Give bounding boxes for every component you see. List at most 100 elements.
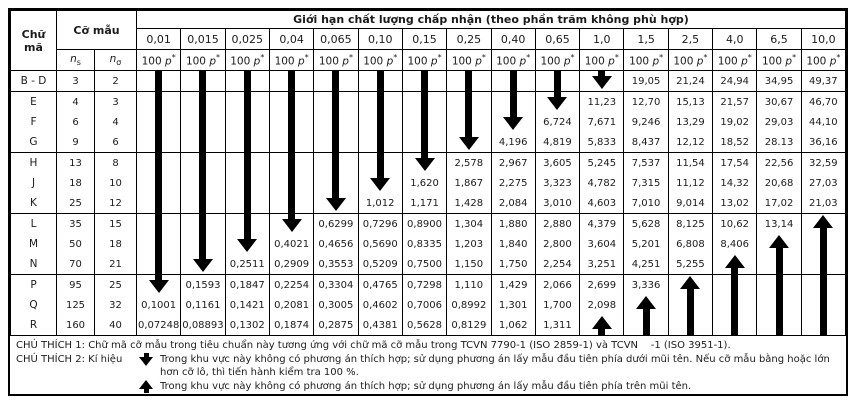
value-cell: [180, 173, 226, 193]
value-cell: 4,782: [579, 173, 625, 193]
down-arrow-shaft: [421, 70, 429, 92]
value-cell: 2,275: [490, 173, 536, 193]
hundred-p-label: 100 p*: [579, 49, 625, 71]
down-arrow-shaft: [465, 92, 473, 112]
value-cell: [623, 315, 669, 336]
value-cell: 0,1302: [224, 315, 270, 336]
ns-cell: 50: [56, 234, 95, 254]
down-arrow-shaft: [509, 92, 517, 112]
value-cell: 0,2081: [268, 295, 315, 315]
table-row: L 35 15 0,6299 0,7296 0,8900 1,304 1,880 2,880 4,…: [10, 213, 846, 234]
hundred-p-label: 100 p*: [313, 49, 359, 71]
value-cell: 0,7296: [357, 213, 403, 234]
value-cell: 1,428: [446, 193, 492, 214]
down-arrow-shaft: [332, 173, 340, 193]
value-cell: 7,010: [623, 193, 669, 214]
down-arrow-shaft: [199, 132, 207, 153]
value-cell: 6,808: [667, 234, 714, 254]
down-arrow-shaft: [155, 70, 163, 92]
up-arrow: [819, 224, 827, 234]
value-cell: [401, 152, 448, 173]
value-cell: 1,150: [446, 254, 492, 275]
value-cell: 9,014: [667, 193, 714, 214]
down-arrow: [553, 92, 561, 100]
value-cell: [313, 91, 359, 112]
up-arrow-shaft: [819, 254, 827, 275]
aql-column-header: 0,025: [224, 28, 270, 50]
value-cell: 30,67: [756, 91, 802, 112]
up-arrow: [686, 285, 694, 295]
value-cell: 44,10: [800, 112, 846, 132]
value-cell: [224, 152, 270, 173]
value-cell: 3,251: [579, 254, 625, 275]
value-cell: 1,110: [446, 274, 492, 295]
value-cell: [401, 70, 448, 92]
aql-column-header: 6,5: [756, 28, 802, 50]
ns-cell: 160: [56, 315, 95, 336]
value-cell: [756, 295, 802, 315]
down-arrow: [376, 173, 384, 181]
value-cell: 29,03: [756, 112, 802, 132]
value-cell: 0,4021: [268, 234, 315, 254]
value-cell: 5,245: [579, 152, 625, 173]
value-cell: [800, 254, 846, 275]
value-cell: 2,098: [579, 295, 625, 315]
value-cell: [135, 173, 182, 193]
value-cell: 36,16: [800, 132, 846, 153]
value-cell: [446, 91, 492, 112]
value-cell: [268, 112, 315, 132]
down-arrow-shaft: [421, 132, 429, 153]
down-arrow-shaft: [155, 254, 163, 275]
code-letter-cell: F: [10, 112, 57, 132]
value-cell: [224, 132, 270, 153]
up-arrow-shaft: [775, 315, 783, 335]
value-cell: 0,5209: [357, 254, 403, 275]
value-cell: 2,578: [446, 152, 492, 173]
value-cell: 0,2875: [313, 315, 359, 336]
down-arrow-shaft: [332, 112, 340, 132]
value-cell: 5,628: [623, 213, 669, 234]
value-cell: 2,066: [534, 274, 581, 295]
hundred-p-row: ns nσ 100 p* 100 p* 100 p* 100 p* 100 p* 100 …: [11, 49, 846, 71]
value-cell: [224, 234, 270, 254]
value-cell: [401, 112, 448, 132]
down-arrow-shaft: [199, 234, 207, 254]
down-arrow-shaft: [332, 132, 340, 153]
value-cell: [180, 132, 226, 153]
nsigma-cell: 40: [94, 315, 137, 336]
code-letter-cell: J: [10, 173, 57, 193]
value-cell: [313, 112, 359, 132]
down-arrow: [509, 112, 517, 120]
up-arrow-shaft: [819, 275, 827, 295]
value-cell: 12,70: [623, 91, 669, 112]
nsigma-subheader: nσ: [94, 49, 137, 71]
hundred-p-label: 100 p*: [357, 49, 403, 71]
value-cell: 0,8992: [446, 295, 492, 315]
value-cell: 0,8129: [446, 315, 492, 336]
value-cell: [135, 254, 182, 275]
down-arrow-shaft: [288, 173, 296, 193]
nsigma-cell: 25: [94, 274, 137, 295]
value-cell: 1,840: [490, 234, 536, 254]
down-arrow-shaft: [243, 173, 251, 193]
value-cell: [268, 173, 315, 193]
value-cell: 13,02: [712, 193, 758, 214]
value-cell: 3,010: [534, 193, 581, 214]
table-frame: Chữ mã Cỡ mẫu Giới hạn chất lượng chấp n…: [8, 8, 848, 396]
value-cell: 1,062: [490, 315, 536, 336]
value-cell: 0,1161: [180, 295, 226, 315]
value-cell: 11,12: [667, 173, 714, 193]
up-arrow-shaft: [819, 315, 827, 335]
value-cell: [135, 213, 182, 234]
down-arrow-shaft: [332, 92, 340, 112]
value-cell: [357, 70, 403, 92]
value-cell: [313, 132, 359, 153]
value-cell: [180, 112, 226, 132]
nsigma-cell: 2: [94, 70, 137, 92]
up-arrow-head: [769, 235, 790, 248]
note-1-label: CHÚ THÍCH 1:: [16, 340, 85, 351]
ns-subheader: ns: [56, 49, 95, 71]
value-cell: [224, 173, 270, 193]
down-arrow: [243, 234, 251, 242]
value-cell: 4,603: [579, 193, 625, 214]
